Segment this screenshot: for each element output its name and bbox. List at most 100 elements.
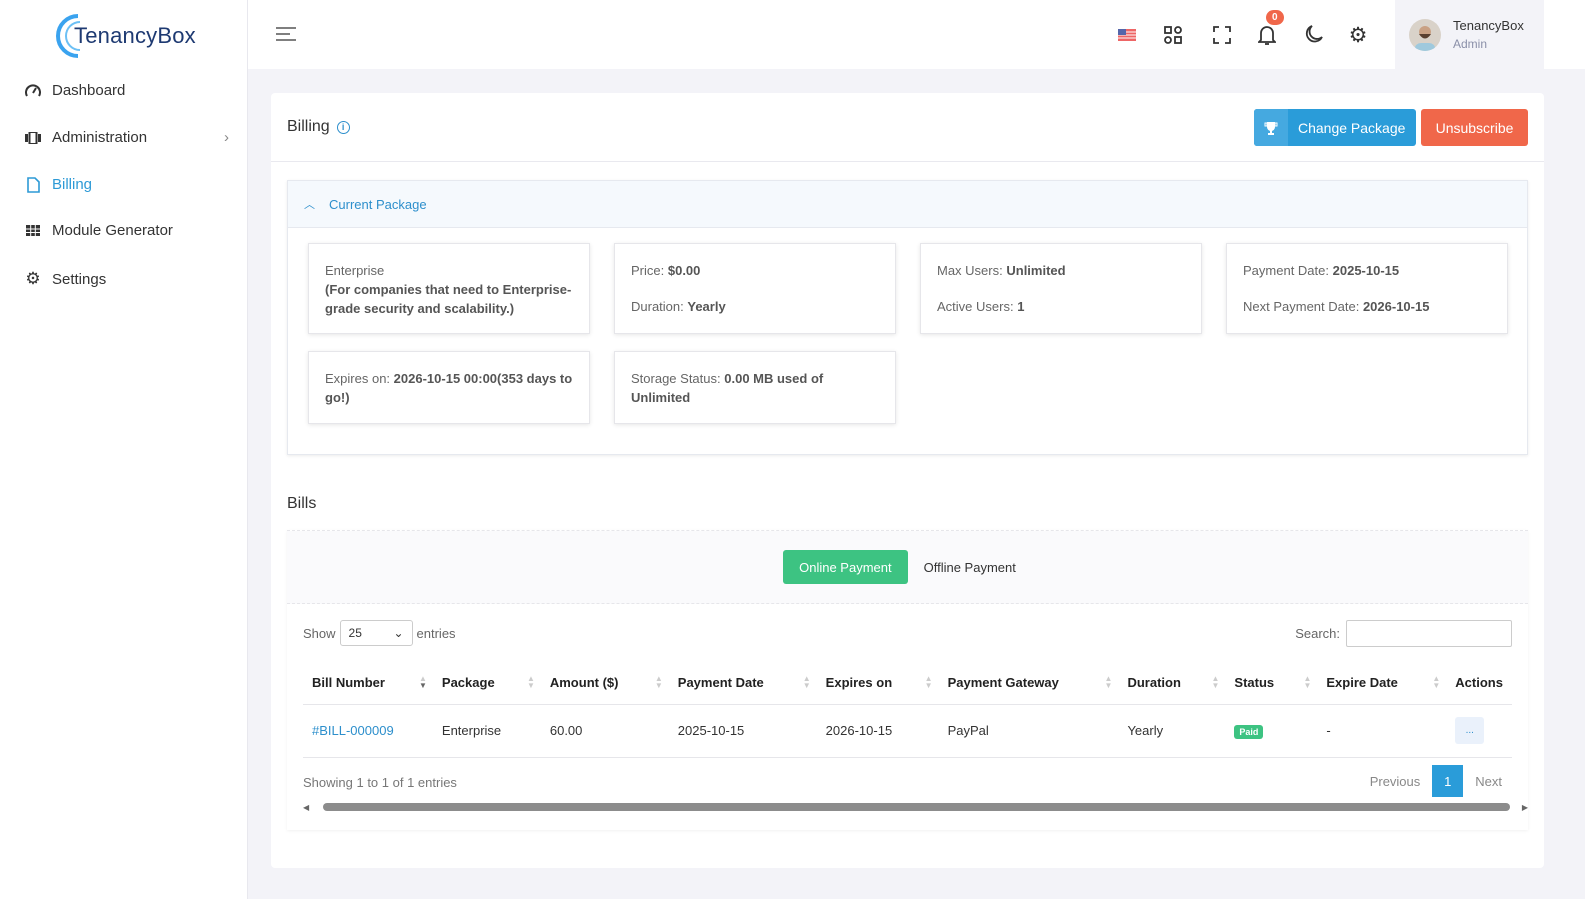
sidebar-item-billing[interactable]: Billing	[24, 176, 229, 193]
sidebar-item-label: Module Generator	[52, 222, 173, 239]
change-package-button[interactable]: Change Package	[1254, 109, 1416, 146]
brand-name: TenancyBox	[74, 23, 196, 48]
gear-icon: ⚙	[25, 269, 41, 288]
active-users-value: 1	[1017, 299, 1025, 314]
trophy-icon	[1254, 109, 1288, 146]
topbar	[248, 0, 1585, 69]
search-input[interactable]	[1346, 620, 1512, 647]
entries-select[interactable]: 25 ⌄	[339, 620, 413, 646]
sort-icon: ▲ ▼	[1303, 674, 1312, 690]
sidebar-item-settings[interactable]: ⚙ Settings	[24, 269, 229, 289]
bills-title: Bills	[287, 495, 317, 512]
column-header-label: Actions	[1455, 674, 1503, 690]
active-users-label: Active Users:	[937, 299, 1014, 314]
horizontal-scrollbar[interactable]: ◀ ▶	[303, 801, 1528, 813]
change-package-label: Change Package	[1298, 119, 1406, 136]
column-header[interactable]: Duration ▲ ▼	[1118, 661, 1226, 705]
actions-cell: ...	[1446, 704, 1512, 758]
sidebar-item-module-generator[interactable]: Module Generator	[24, 222, 229, 239]
bell-icon[interactable]	[1256, 24, 1278, 46]
apps-grid-icon[interactable]	[1162, 24, 1184, 46]
duration-value: Yearly	[687, 299, 726, 314]
column-header-label: Amount ($)	[549, 674, 619, 690]
chevron-right-icon: ›	[224, 129, 229, 146]
column-header-label: Expire Date	[1326, 674, 1398, 690]
column-header-label: Payment Date	[677, 674, 764, 690]
entries-value: 25	[348, 626, 362, 640]
avatar	[1409, 18, 1441, 51]
sidebar-item-label: Administration	[52, 129, 148, 146]
payment-date-label: Payment Date:	[1243, 263, 1329, 278]
sort-icon: ▲ ▼	[1104, 674, 1113, 690]
fullscreen-icon[interactable]	[1211, 24, 1233, 46]
sidebar-item-dashboard[interactable]: Dashboard	[24, 82, 229, 99]
sidebar-item-label: Settings	[52, 270, 107, 288]
sort-icon: ▲ ▼	[924, 674, 933, 690]
show-label: Show	[303, 625, 336, 641]
user-menu[interactable]: TenancyBox Admin	[1395, 0, 1544, 69]
previous-button[interactable]: Previous	[1369, 773, 1421, 789]
billing-card: Billing i Change Package Unsubscribe ︿ Cu…	[271, 93, 1544, 868]
expires-value: 2026-10-15 00:00(353 days to go!)	[325, 371, 573, 405]
entries-label: entries	[416, 625, 456, 641]
settings-gear-icon[interactable]: ⚙	[1348, 23, 1368, 47]
bills-panel: Online Payment Offline Payment Show 25 ⌄ en…	[287, 530, 1528, 830]
sort-icon: ▲ ▼	[802, 674, 811, 690]
chevron-up-icon: ︿	[304, 199, 315, 211]
expires-label: Expires on:	[325, 371, 391, 386]
scroll-right-icon[interactable]: ▶	[1521, 802, 1528, 812]
tab-online-payment[interactable]: Online Payment	[783, 550, 908, 584]
sidebar-item-administration[interactable]: Administration ›	[24, 129, 229, 146]
price-label: Price:	[631, 263, 665, 278]
column-header[interactable]: Payment Gateway ▲ ▼	[938, 661, 1119, 705]
table-row: #BILL-000009 Enterprise 60.00 2025-10-15…	[303, 704, 1512, 758]
current-package-header: Current Package	[329, 196, 427, 212]
storage-label: Storage Status:	[631, 371, 721, 386]
column-header[interactable]: Bill Number ▲ ▼	[303, 661, 433, 705]
column-header[interactable]: Actions	[1446, 661, 1512, 705]
search-label: Search:	[1295, 626, 1340, 641]
scrollbar-thumb[interactable]	[323, 803, 1510, 811]
column-header-label: Bill Number	[312, 674, 385, 690]
column-header-label: Duration	[1127, 674, 1181, 690]
current-package-toggle[interactable]: ︿ Current Package	[288, 181, 1527, 228]
unsubscribe-button[interactable]: Unsubscribe	[1421, 109, 1528, 146]
actions-menu-button[interactable]: ...	[1455, 717, 1485, 744]
column-header[interactable]: Amount ($) ▲ ▼	[540, 661, 669, 705]
column-header[interactable]: Expires on ▲ ▼	[816, 661, 939, 705]
sidebar-item-label: Billing	[52, 176, 93, 193]
expires-box: Expires on: 2026-10-15 00:00(353 days to…	[308, 351, 590, 424]
moon-icon[interactable]	[1302, 24, 1324, 46]
tab-offline-payment[interactable]: Offline Payment	[923, 559, 1016, 575]
grid-icon	[24, 225, 42, 236]
scroll-left-icon[interactable]: ◀	[303, 802, 310, 812]
column-header[interactable]: Package ▲ ▼	[432, 661, 541, 705]
expires-on-cell: 2026-10-15	[816, 704, 939, 758]
table-info: Showing 1 to 1 of 1 entries	[303, 775, 457, 790]
payment-date-cell: 2025-10-15	[668, 704, 817, 758]
storage-box: Storage Status: 0.00 MB used of Unlimite…	[614, 351, 896, 424]
column-header[interactable]: Expire Date ▲ ▼	[1317, 661, 1447, 705]
pagination: Previous 1 Next	[1370, 765, 1502, 797]
info-icon[interactable]: i	[336, 120, 350, 134]
column-header[interactable]: Status ▲ ▼	[1225, 661, 1318, 705]
duration-cell: Yearly	[1118, 704, 1226, 758]
logo[interactable]: TenancyBox	[50, 12, 196, 60]
file-icon	[24, 176, 42, 193]
menu-toggle-icon[interactable]	[276, 26, 296, 45]
expire-date-cell: -	[1317, 704, 1447, 758]
status-cell: Paid	[1225, 704, 1318, 758]
next-button[interactable]: Next	[1475, 773, 1502, 789]
package-cell: Enterprise	[432, 704, 541, 758]
column-header-label: Status	[1234, 674, 1275, 690]
page-1-button[interactable]: 1	[1432, 765, 1464, 797]
column-header[interactable]: Payment Date ▲ ▼	[668, 661, 817, 705]
logo-swoosh-icon	[56, 14, 81, 58]
admin-icon	[24, 131, 42, 144]
us-flag-icon[interactable]	[1116, 24, 1138, 46]
sort-icon: ▲ ▼	[418, 674, 427, 690]
current-package-panel: ︿ Current Package Enterprise (For companie…	[287, 180, 1528, 455]
bill-number-link[interactable]: #BILL-000009	[312, 723, 394, 738]
payment-date-value: 2025-10-15	[1332, 263, 1400, 278]
sort-icon: ▲ ▼	[654, 674, 663, 690]
